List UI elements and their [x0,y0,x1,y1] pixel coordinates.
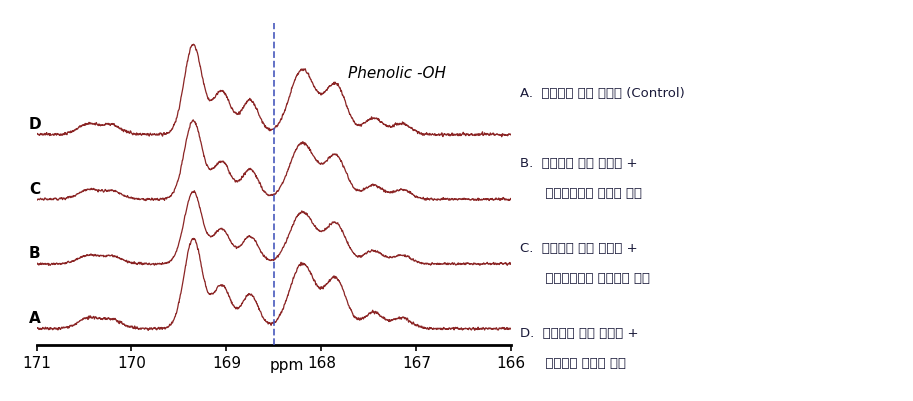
Text: C.  당화잔사 추출 리그닌 +: C. 당화잔사 추출 리그닌 + [520,241,638,254]
Text: 구름버섯 아생형 균주: 구름버섯 아생형 균주 [520,356,626,369]
Text: B: B [29,246,40,261]
Text: 겨울우산버섯 야생형 균주: 겨울우산버섯 야생형 균주 [520,186,643,199]
Text: D.  당화잔사 추출 리그닌 +: D. 당화잔사 추출 리그닌 + [520,326,639,339]
Text: D: D [29,117,42,132]
Text: A.  당화잔사 추출 리그닌 (Control): A. 당화잔사 추출 리그닌 (Control) [520,87,685,99]
Text: 겨울우산버섯 형질전환 균주: 겨울우산버섯 형질전환 균주 [520,271,650,284]
Text: Phenolic -OH: Phenolic -OH [349,66,446,81]
Text: ppm: ppm [269,357,303,373]
Text: B.  당화잔사 추출 리그닌 +: B. 당화잔사 추출 리그닌 + [520,156,638,170]
Text: C: C [29,181,40,196]
Text: A: A [29,310,41,325]
